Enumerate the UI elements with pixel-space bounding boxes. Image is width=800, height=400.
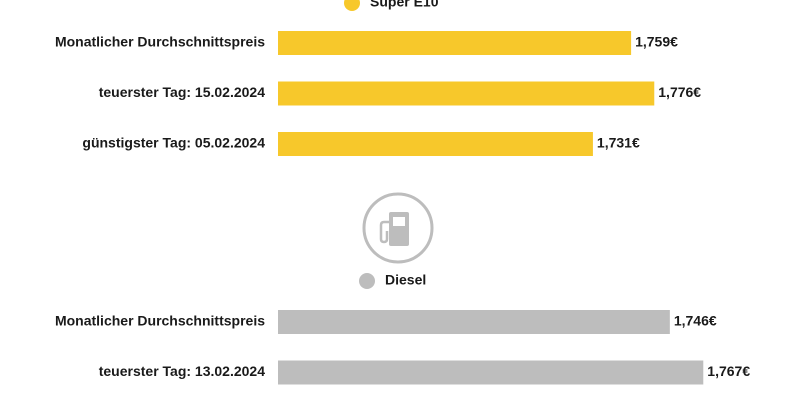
value-label: 1,746€ bbox=[674, 313, 717, 329]
fuel-pump-icon bbox=[362, 192, 434, 264]
legend-label: Diesel bbox=[385, 272, 426, 288]
legend-label: Super E10 bbox=[370, 0, 439, 10]
value-label: 1,776€ bbox=[658, 84, 701, 100]
bar bbox=[278, 132, 593, 156]
category-label: Monatlicher Durchschnittspreis bbox=[55, 34, 265, 50]
bar bbox=[278, 81, 655, 106]
category-label: teuerster Tag: 15.02.2024 bbox=[99, 84, 265, 100]
value-label: 1,767€ bbox=[707, 363, 750, 379]
legend-marker bbox=[344, 0, 360, 11]
bar bbox=[278, 360, 704, 385]
category-label: günstigster Tag: 05.02.2024 bbox=[82, 135, 265, 151]
icon-pump-window bbox=[393, 217, 405, 226]
category-label: teuerster Tag: 13.02.2024 bbox=[99, 363, 265, 379]
category-label: Monatlicher Durchschnittspreis bbox=[55, 313, 265, 329]
bar bbox=[278, 310, 670, 334]
value-label: 1,731€ bbox=[597, 135, 640, 151]
value-label: 1,759€ bbox=[635, 34, 678, 50]
icon-hose bbox=[379, 220, 389, 244]
legend-marker bbox=[359, 273, 375, 289]
bar bbox=[278, 31, 632, 55]
icon-circle bbox=[362, 192, 434, 264]
